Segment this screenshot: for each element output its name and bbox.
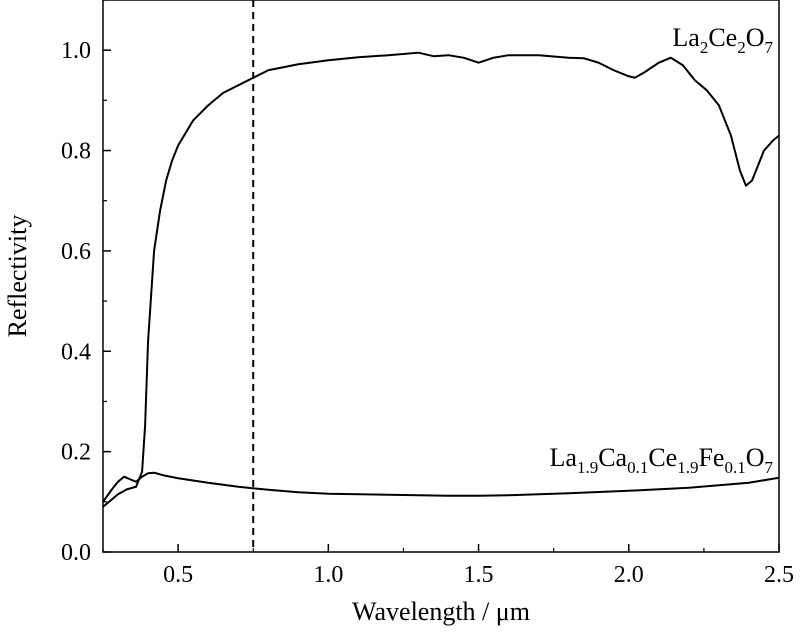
y-tick-label: 0.2 <box>61 440 91 466</box>
plot-frame <box>102 0 780 553</box>
x-tick-label: 1.5 <box>464 562 494 588</box>
x-tick-label: 2.0 <box>614 562 644 588</box>
series-label-text: O <box>746 23 765 52</box>
series-label-subscript: 0.1 <box>627 458 648 477</box>
series-label-text: La <box>672 23 700 52</box>
series-label-0: La2Ce2O7 <box>672 23 773 57</box>
series-label-text: La <box>550 443 578 472</box>
y-axis-ticks: 0.0 0.2 0.4 0.6 0.8 1.0 <box>61 0 111 566</box>
series-label-text: Fe <box>698 443 724 472</box>
y-tick-label: 0.4 <box>61 339 91 365</box>
series-label-text: Ce <box>708 23 737 52</box>
series-label-subscript: 1.9 <box>677 458 698 477</box>
series-label-text: Ce <box>648 443 677 472</box>
series-label-subscript: 2 <box>700 38 709 57</box>
series-label-subscript: 0.1 <box>724 458 745 477</box>
series-label-text: Ca <box>598 443 627 472</box>
series-group <box>102 51 780 508</box>
series-label-text: O <box>746 443 765 472</box>
series-label-subscript: 2 <box>737 38 746 57</box>
series-label-subscript: 7 <box>765 38 774 57</box>
y-tick-label: 0.0 <box>61 540 91 566</box>
y-axis-label: Reflectivity <box>3 215 32 338</box>
x-tick-label: 0.5 <box>163 562 193 588</box>
y-tick-label: 0.6 <box>61 239 91 265</box>
x-tick-label: 2.5 <box>764 562 794 588</box>
series-label-subscript: 7 <box>765 458 774 477</box>
x-axis-label: Wavelength / μm <box>352 597 530 626</box>
x-tick-label: 1.0 <box>313 562 343 588</box>
series-line-1 <box>102 471 780 503</box>
series-label-subscript: 1.9 <box>577 458 598 477</box>
series-label-1: La1.9Ca0.1Ce1.9Fe0.1O7 <box>550 443 774 477</box>
y-tick-label: 0.8 <box>61 139 91 165</box>
series-line-0 <box>102 51 780 508</box>
x-axis-ticks: 0.5 1.0 1.5 2.0 2.5 <box>102 544 794 588</box>
y-tick-label: 1.0 <box>61 38 91 64</box>
